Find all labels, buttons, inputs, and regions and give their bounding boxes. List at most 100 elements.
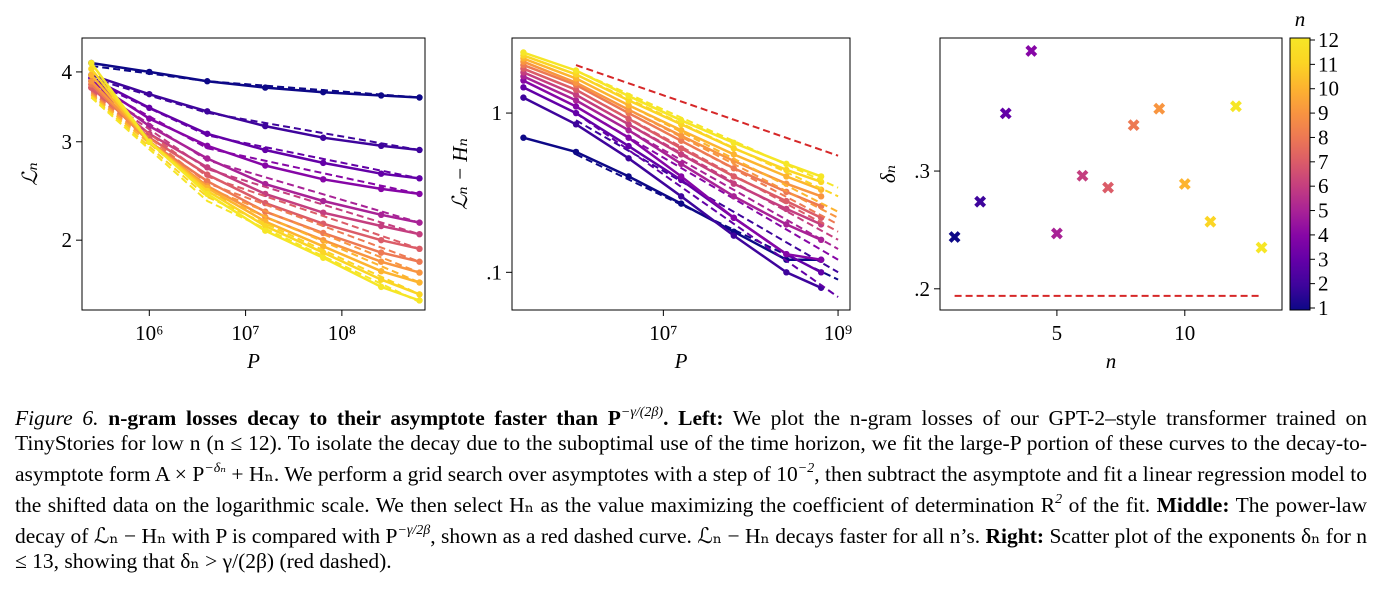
colorbar-tick-label: 6 xyxy=(1318,174,1329,198)
point xyxy=(146,68,153,76)
point xyxy=(677,137,685,144)
point xyxy=(146,115,153,122)
point xyxy=(677,117,685,124)
y-axis-label: δₙ xyxy=(876,165,900,183)
point xyxy=(377,142,385,150)
point xyxy=(1025,45,1038,57)
series-line xyxy=(522,75,822,241)
point xyxy=(572,67,580,74)
point xyxy=(730,139,737,147)
point xyxy=(88,59,95,67)
point xyxy=(677,200,685,207)
y-axis-label: ℒₙ − Hₙ xyxy=(448,138,472,210)
caption: Figure 6. n-gram losses decay to their a… xyxy=(15,400,1367,574)
reference-line xyxy=(575,64,839,157)
point xyxy=(572,148,580,156)
fit-line xyxy=(90,94,420,284)
caption-segment: −γ/(2β) xyxy=(620,405,664,420)
caption-segment: of the fit. xyxy=(1062,493,1157,517)
point xyxy=(783,250,790,258)
point xyxy=(677,145,685,152)
fit-line xyxy=(575,69,839,189)
point xyxy=(948,231,961,243)
colorbar-tick-label: 3 xyxy=(1318,247,1329,271)
point xyxy=(320,249,327,256)
colorbar-tick-label: 8 xyxy=(1318,125,1329,149)
axes-frame xyxy=(511,37,851,311)
colorbar-tick-label: 5 xyxy=(1318,199,1329,223)
point xyxy=(1153,102,1166,115)
point xyxy=(783,166,790,174)
caption-segment: Right: xyxy=(985,524,1045,548)
point xyxy=(377,236,385,244)
point xyxy=(520,134,527,141)
caption-segment: Scatter plot of the exponents δₙ for n ≤… xyxy=(15,524,1368,573)
point xyxy=(377,92,385,99)
point xyxy=(320,209,327,216)
point xyxy=(817,269,825,276)
point xyxy=(783,221,790,228)
colorbar-tick-label: 9 xyxy=(1318,101,1329,125)
x-axis-label: P xyxy=(674,349,688,373)
point xyxy=(730,145,737,152)
point xyxy=(204,142,211,150)
point xyxy=(677,127,685,134)
y-tick-label: .3 xyxy=(914,159,930,183)
caption-segment: −δₙ xyxy=(204,461,226,476)
point xyxy=(204,171,211,178)
point xyxy=(1230,100,1242,113)
point xyxy=(625,173,632,180)
point xyxy=(677,173,685,180)
y-tick-label: 2 xyxy=(62,228,73,252)
caption-segment: n-gram losses decay to their asymptote f… xyxy=(98,406,621,430)
point xyxy=(262,146,269,154)
y-tick-label: 4 xyxy=(62,60,73,84)
point xyxy=(320,88,327,96)
axes-frame xyxy=(939,37,1283,311)
point xyxy=(625,127,632,134)
point xyxy=(730,214,737,221)
x-tick-label: 10⁷ xyxy=(231,321,259,345)
point xyxy=(625,155,632,162)
point xyxy=(817,256,825,263)
caption-segment: −2 xyxy=(797,461,815,476)
fit-line xyxy=(575,119,839,274)
series-line xyxy=(90,62,420,302)
point xyxy=(416,94,423,101)
point xyxy=(320,197,327,205)
point xyxy=(146,138,153,145)
x-axis-label: P xyxy=(246,349,260,373)
y-tick-label: .2 xyxy=(914,277,930,301)
point xyxy=(416,279,423,286)
colorbar-tick-label: 12 xyxy=(1318,28,1339,52)
axes-frame xyxy=(81,37,426,311)
point xyxy=(320,134,327,141)
point xyxy=(204,155,211,162)
point xyxy=(783,173,790,180)
point xyxy=(377,222,385,230)
point xyxy=(320,176,327,183)
colorbar-tick-label: 2 xyxy=(1318,272,1329,296)
point xyxy=(817,193,825,200)
point xyxy=(783,160,790,168)
point xyxy=(204,190,211,198)
fit-line xyxy=(90,95,420,296)
point xyxy=(1127,119,1140,132)
caption-segment: Middle: xyxy=(1156,493,1230,517)
point xyxy=(204,164,211,171)
point xyxy=(625,121,632,128)
x-tick-label: 10⁹ xyxy=(824,321,852,345)
point xyxy=(377,185,385,193)
point xyxy=(730,165,737,172)
point xyxy=(320,243,327,250)
plot-area xyxy=(948,45,1268,297)
plot-area xyxy=(520,49,839,298)
point xyxy=(520,94,527,101)
series-line xyxy=(90,80,420,196)
point xyxy=(262,227,269,234)
point xyxy=(1076,169,1089,182)
caption-segment: −γ/2β xyxy=(397,523,431,538)
caption-segment: Figure 6. xyxy=(15,406,99,430)
colorbar-label: n xyxy=(1295,7,1306,31)
